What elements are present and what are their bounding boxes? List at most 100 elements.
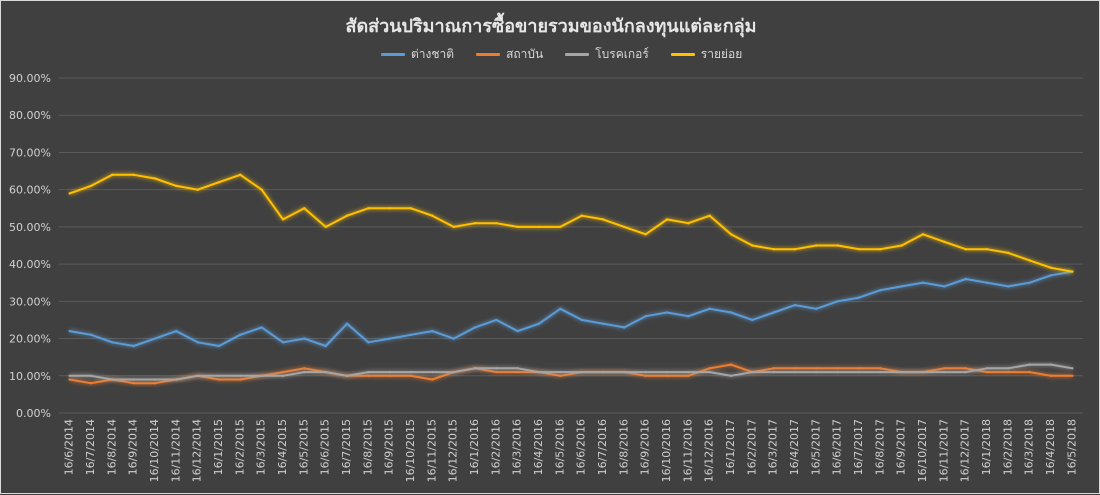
data-point (879, 367, 882, 370)
data-point (111, 378, 114, 381)
data-point (388, 374, 391, 377)
x-tick-label: 16/5/2016 (553, 419, 566, 475)
data-point (601, 218, 605, 221)
data-point (900, 244, 903, 247)
data-point (452, 337, 455, 340)
x-tick-label: 16/2/2015 (233, 419, 246, 475)
y-tick-label: 0.00% (16, 407, 51, 420)
data-point (239, 374, 242, 377)
data-point (452, 225, 455, 229)
x-tick-label: 16/9/2016 (639, 419, 652, 475)
x-tick-label: 16/7/2016 (596, 419, 609, 475)
x-tick-label: 16/7/2014 (84, 419, 97, 475)
data-point (751, 370, 754, 374)
data-point (815, 367, 818, 370)
series-line-0 (69, 270, 1073, 347)
data-point (473, 367, 477, 370)
data-point (943, 367, 946, 370)
data-point (708, 214, 711, 217)
legend-label-retail: รายย่อย (700, 47, 743, 61)
data-point (665, 218, 669, 221)
x-tick-label: 16/4/2018 (1044, 419, 1057, 475)
legend-swatch-foreign (381, 53, 405, 56)
data-point (132, 173, 135, 176)
data-point (687, 370, 690, 374)
data-point (793, 303, 797, 307)
x-tick-label: 16/4/2015 (276, 419, 289, 475)
data-point (345, 322, 349, 325)
data-point (473, 326, 477, 329)
data-point (644, 370, 647, 374)
data-point (900, 285, 903, 288)
data-point (601, 322, 605, 325)
data-point (537, 225, 541, 229)
legend-item-foreign: ต่างชาติ (381, 45, 454, 64)
data-point (964, 277, 967, 281)
x-tick-label: 16/3/2018 (1023, 419, 1036, 475)
y-tick-label: 90.00% (9, 72, 51, 85)
data-point (580, 318, 583, 322)
data-point (196, 341, 199, 344)
data-point (409, 370, 413, 374)
x-tick-label: 16/12/2017 (959, 419, 972, 482)
data-point (943, 240, 946, 243)
data-point (1007, 370, 1010, 374)
data-point (132, 344, 135, 348)
data-point (1028, 363, 1031, 366)
data-point (815, 370, 818, 374)
data-point (623, 370, 626, 374)
data-point (943, 370, 946, 374)
x-tick-label: 16/7/2015 (340, 419, 353, 475)
data-point (175, 378, 178, 381)
data-point (1071, 270, 1074, 273)
x-tick-label: 16/3/2016 (511, 419, 524, 475)
data-point (217, 378, 221, 381)
x-tick-label: 16/9/2017 (895, 419, 908, 475)
x-tick-label: 16/9/2014 (127, 419, 140, 475)
data-point (452, 370, 455, 374)
data-point (89, 374, 93, 377)
x-tick-label: 16/3/2017 (767, 419, 780, 475)
data-point (175, 184, 178, 188)
data-point (409, 207, 413, 210)
x-tick-label: 16/9/2015 (383, 419, 396, 475)
x-tick-label: 16/4/2016 (532, 419, 545, 475)
data-point (324, 370, 327, 374)
data-point (367, 374, 370, 377)
data-point (708, 370, 711, 374)
data-point (537, 370, 541, 374)
data-point (921, 233, 925, 236)
data-point (900, 370, 903, 374)
data-point (1049, 363, 1053, 366)
data-point (345, 214, 349, 217)
data-point (367, 370, 370, 374)
data-point (324, 344, 327, 348)
x-tick-label: 16/1/2015 (212, 419, 225, 475)
data-point (964, 370, 967, 374)
series-line-2 (69, 363, 1073, 381)
data-point (687, 315, 690, 318)
x-tick-label: 16/8/2014 (105, 419, 118, 475)
data-point (388, 370, 391, 374)
data-point (260, 374, 263, 377)
data-point (281, 374, 285, 377)
data-point (89, 382, 93, 385)
data-point (324, 225, 327, 229)
x-tick-label: 16/6/2017 (831, 419, 844, 475)
data-point (153, 337, 157, 340)
x-tick-label: 16/7/2017 (852, 419, 865, 475)
data-point (495, 367, 498, 370)
data-point (388, 337, 391, 340)
data-point (772, 367, 775, 370)
data-point (921, 370, 925, 374)
series-line-1 (69, 363, 1073, 385)
x-tick-label: 16/6/2015 (319, 419, 332, 475)
x-tick-label: 16/11/2016 (681, 419, 694, 482)
data-point (751, 244, 754, 247)
data-point (1028, 281, 1031, 284)
data-point (303, 367, 306, 370)
data-point (431, 378, 434, 381)
y-tick-label: 60.00% (9, 184, 51, 197)
data-point (687, 222, 690, 225)
